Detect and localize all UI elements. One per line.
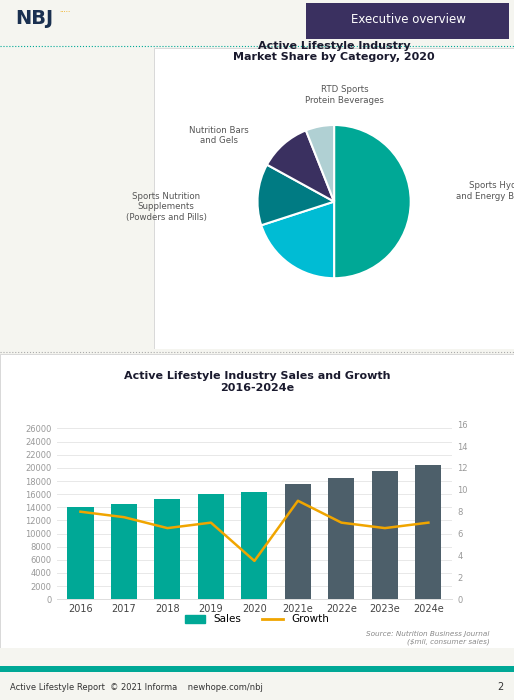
Text: 2: 2 [498, 682, 504, 692]
Text: ·····: ····· [59, 9, 70, 15]
Bar [198, 494, 224, 599]
Text: Executive overview: Executive overview [351, 13, 466, 26]
Bar [372, 471, 398, 599]
Legend: Sales, Growth: Sales, Growth [180, 610, 334, 629]
Text: Active Lifestyle Industry Sales and Growth
2016-2024e: Active Lifestyle Industry Sales and Grow… [124, 371, 390, 393]
Bar [154, 499, 180, 599]
Text: NBJ: NBJ [15, 9, 53, 29]
Text: Source: Nutrition Business Journal
($mil, consumer sales): Source: Nutrition Business Journal ($mil… [338, 356, 462, 370]
Bar [415, 465, 442, 599]
FancyBboxPatch shape [154, 48, 514, 349]
Text: Active Lifestyle Report  © 2021 Informa    newhope.com/nbj: Active Lifestyle Report © 2021 Informa n… [10, 682, 263, 692]
Wedge shape [334, 125, 411, 278]
Text: Sports Nutrition
Supplements
(Powders and Pills): Sports Nutrition Supplements (Powders an… [125, 192, 207, 222]
Bar [111, 504, 137, 599]
FancyBboxPatch shape [0, 666, 514, 673]
Wedge shape [306, 125, 334, 202]
Text: Nutrition Bars
and Gels: Nutrition Bars and Gels [189, 126, 249, 146]
FancyBboxPatch shape [0, 354, 514, 648]
Text: RTD Sports
Protein Beverages: RTD Sports Protein Beverages [305, 85, 384, 105]
Wedge shape [267, 130, 334, 202]
Wedge shape [258, 164, 334, 225]
Bar [67, 508, 94, 599]
Bar [285, 484, 311, 599]
Wedge shape [261, 202, 334, 278]
Text: Source: Nutrition Business Journal
($mil, consumer sales): Source: Nutrition Business Journal ($mil… [366, 631, 489, 645]
FancyBboxPatch shape [306, 4, 509, 38]
Bar [242, 492, 267, 599]
Text: Sports Hydration
and Energy Beverages: Sports Hydration and Energy Beverages [456, 181, 514, 201]
Bar [328, 477, 355, 599]
Title: Active Lifestyle Industry
Market Share by Category, 2020: Active Lifestyle Industry Market Share b… [233, 41, 435, 62]
